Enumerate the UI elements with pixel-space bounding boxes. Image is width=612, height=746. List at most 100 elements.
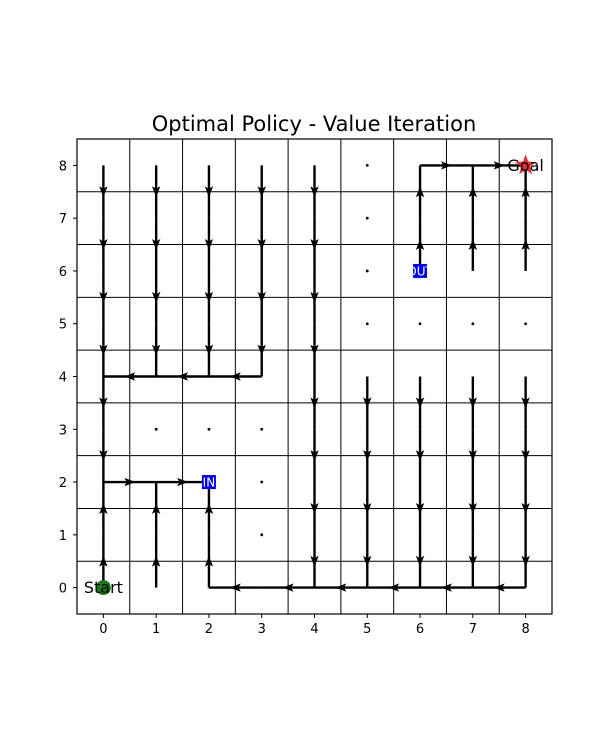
policy-arrow (310, 534, 319, 588)
policy-arrow (204, 323, 214, 377)
arrow-head (257, 344, 266, 356)
policy-arrow (415, 218, 425, 271)
policy-dot (365, 269, 369, 273)
policy-arrow (204, 270, 214, 324)
arrow-head (388, 583, 400, 592)
x-tick-label: 7 (469, 622, 477, 637)
arrow-head (310, 397, 319, 409)
policy-arrow (415, 534, 425, 588)
policy-arrow (151, 482, 161, 535)
policy-arrow (99, 323, 108, 377)
portal-label: IN (203, 476, 216, 490)
policy-arrow (521, 218, 530, 271)
arrow-head (521, 239, 530, 251)
policy-dot (418, 322, 422, 326)
arrow-head (177, 477, 189, 487)
arrow-head (99, 502, 108, 514)
policy-arrow (257, 165, 266, 219)
arrow-head (468, 239, 478, 251)
policy-arrow (310, 218, 319, 271)
policy-arrow (310, 482, 319, 535)
policy-arrow (310, 376, 319, 430)
y-tick-label: 4 (59, 371, 67, 386)
x-tick-label: 3 (258, 622, 266, 637)
arrow-head (204, 555, 214, 567)
arrow-head (204, 502, 214, 514)
arrow-head (204, 186, 214, 198)
policy-dot (365, 163, 369, 167)
arrow-head (468, 555, 478, 567)
arrow-head (257, 239, 266, 251)
policy-arrow (468, 165, 478, 219)
arrow-head (99, 291, 108, 303)
policy-arrow (99, 482, 108, 535)
arrow-head (99, 555, 108, 567)
arrow-head (151, 502, 161, 514)
policy-arrow (472, 161, 526, 170)
arrow-head (310, 239, 319, 251)
policy-dot (260, 427, 264, 431)
arrow-head (310, 291, 319, 303)
policy-arrow (204, 218, 214, 271)
y-tick-label: 0 (59, 582, 67, 597)
policy-arrow (363, 534, 372, 588)
arrow-head (310, 450, 319, 462)
x-tick-label: 0 (99, 622, 107, 637)
x-tick-label: 4 (310, 622, 318, 637)
arrow-head (151, 555, 161, 567)
policy-arrow (310, 270, 319, 324)
policy-arrow (99, 165, 108, 219)
arrow-head (151, 344, 161, 356)
arrow-head (440, 583, 452, 592)
policy-arrow (420, 583, 473, 592)
policy-arrow (521, 482, 530, 535)
policy-dot (207, 427, 211, 431)
policy-arrow (151, 165, 161, 219)
arrow-head (204, 291, 214, 303)
policy-arrow (415, 429, 425, 483)
arrow-head (151, 186, 161, 198)
arrow-head (99, 239, 108, 251)
y-tick-label: 8 (59, 159, 67, 174)
policy-arrow (99, 376, 108, 430)
policy-arrow (156, 372, 209, 381)
arrow-head (99, 397, 108, 409)
x-tick-label: 2 (205, 622, 213, 637)
arrow-head (415, 186, 425, 198)
policy-arrow (521, 429, 530, 483)
policy-arrow (310, 165, 319, 219)
arrow-head (415, 239, 425, 251)
arrow-head (468, 186, 478, 198)
policy-arrow (103, 372, 157, 381)
y-tick-label: 2 (59, 476, 67, 491)
arrow-head (310, 344, 319, 356)
arrow-head (204, 239, 214, 251)
policy-arrow (521, 534, 530, 588)
policy-dot (154, 427, 158, 431)
policy-dot (471, 322, 475, 326)
arrow-head (521, 502, 530, 514)
policy-arrow (310, 323, 319, 377)
arrow-head (257, 186, 266, 198)
arrow-head (415, 555, 425, 567)
policy-arrow (363, 429, 372, 483)
arrow-head (310, 502, 319, 514)
policy-arrow (151, 270, 161, 324)
arrow-head (493, 161, 505, 170)
goal-label: Goal (507, 156, 543, 175)
y-tick-label: 7 (59, 212, 67, 227)
arrow-head (415, 450, 425, 462)
policy-arrow (415, 165, 425, 219)
policy-arrow (468, 376, 478, 430)
policy-arrow (415, 482, 425, 535)
arrow-head (493, 583, 505, 592)
arrow-head (521, 186, 530, 198)
arrow-head (363, 502, 372, 514)
policy-dot (260, 533, 264, 537)
policy-arrow (363, 376, 372, 430)
y-tick-label: 5 (59, 318, 67, 333)
policy-arrow (257, 218, 266, 271)
policy-arrow (468, 534, 478, 588)
y-tick-label: 3 (59, 423, 67, 438)
